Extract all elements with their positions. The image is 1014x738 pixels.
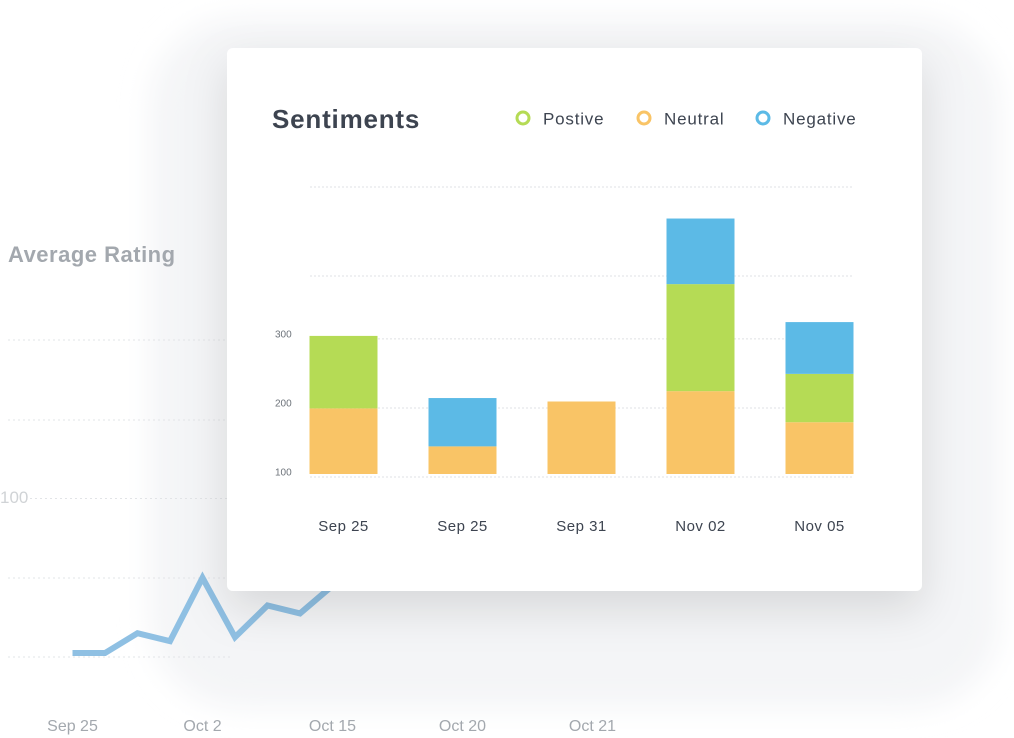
x-tick-label: Sep 25 — [318, 518, 369, 535]
line-title: Average Rating — [8, 242, 176, 267]
bar-segment — [666, 284, 735, 392]
bar-segment — [785, 322, 854, 374]
x-tick-label: Sep 25 — [437, 518, 488, 535]
legend-label: Postive — [543, 109, 604, 128]
card — [227, 48, 922, 591]
bar-segment — [309, 335, 378, 409]
legend-marker — [636, 110, 652, 126]
legend-marker — [515, 110, 531, 126]
bar-segment — [428, 398, 497, 447]
x-tick-label: Oct 20 — [439, 718, 486, 735]
x-tick-label: Oct 15 — [309, 718, 356, 735]
x-tick-label: Nov 02 — [675, 518, 726, 535]
y-tick-label: 100 — [0, 488, 28, 507]
line-chart: Average Rating 100 Sep 25 Oct 2 Oct 15 Oct 2… — [0, 242, 616, 735]
legend-label: Neutral — [664, 109, 724, 128]
x-tick-label: Nov 05 — [794, 518, 845, 535]
y-tick-label: 200 — [275, 399, 292, 410]
bar-title: Sentiments — [272, 104, 420, 134]
x-tick-label: Oct 2 — [183, 718, 221, 735]
y-tick-label: 100 — [275, 468, 292, 479]
legend-marker — [755, 110, 771, 126]
bar-segment — [785, 422, 854, 474]
bar-segment — [309, 408, 378, 474]
bar-segment — [666, 391, 735, 474]
legend-label: Negative — [783, 109, 857, 128]
x-tick-label: Sep 25 — [47, 718, 98, 735]
x-tick-label: Oct 21 — [569, 718, 616, 735]
bar-chart: Sentiments 100 200 300 Sep 25 Sep 25 Sep 31 No… — [272, 104, 857, 535]
rating-line — [72, 536, 368, 657]
bar-segment — [428, 446, 497, 474]
y-tick-label: 300 — [275, 330, 292, 341]
bar-segment — [666, 218, 735, 285]
bar-segment — [547, 401, 616, 474]
bar-segment — [785, 373, 854, 423]
x-tick-label: Sep 31 — [556, 518, 607, 535]
